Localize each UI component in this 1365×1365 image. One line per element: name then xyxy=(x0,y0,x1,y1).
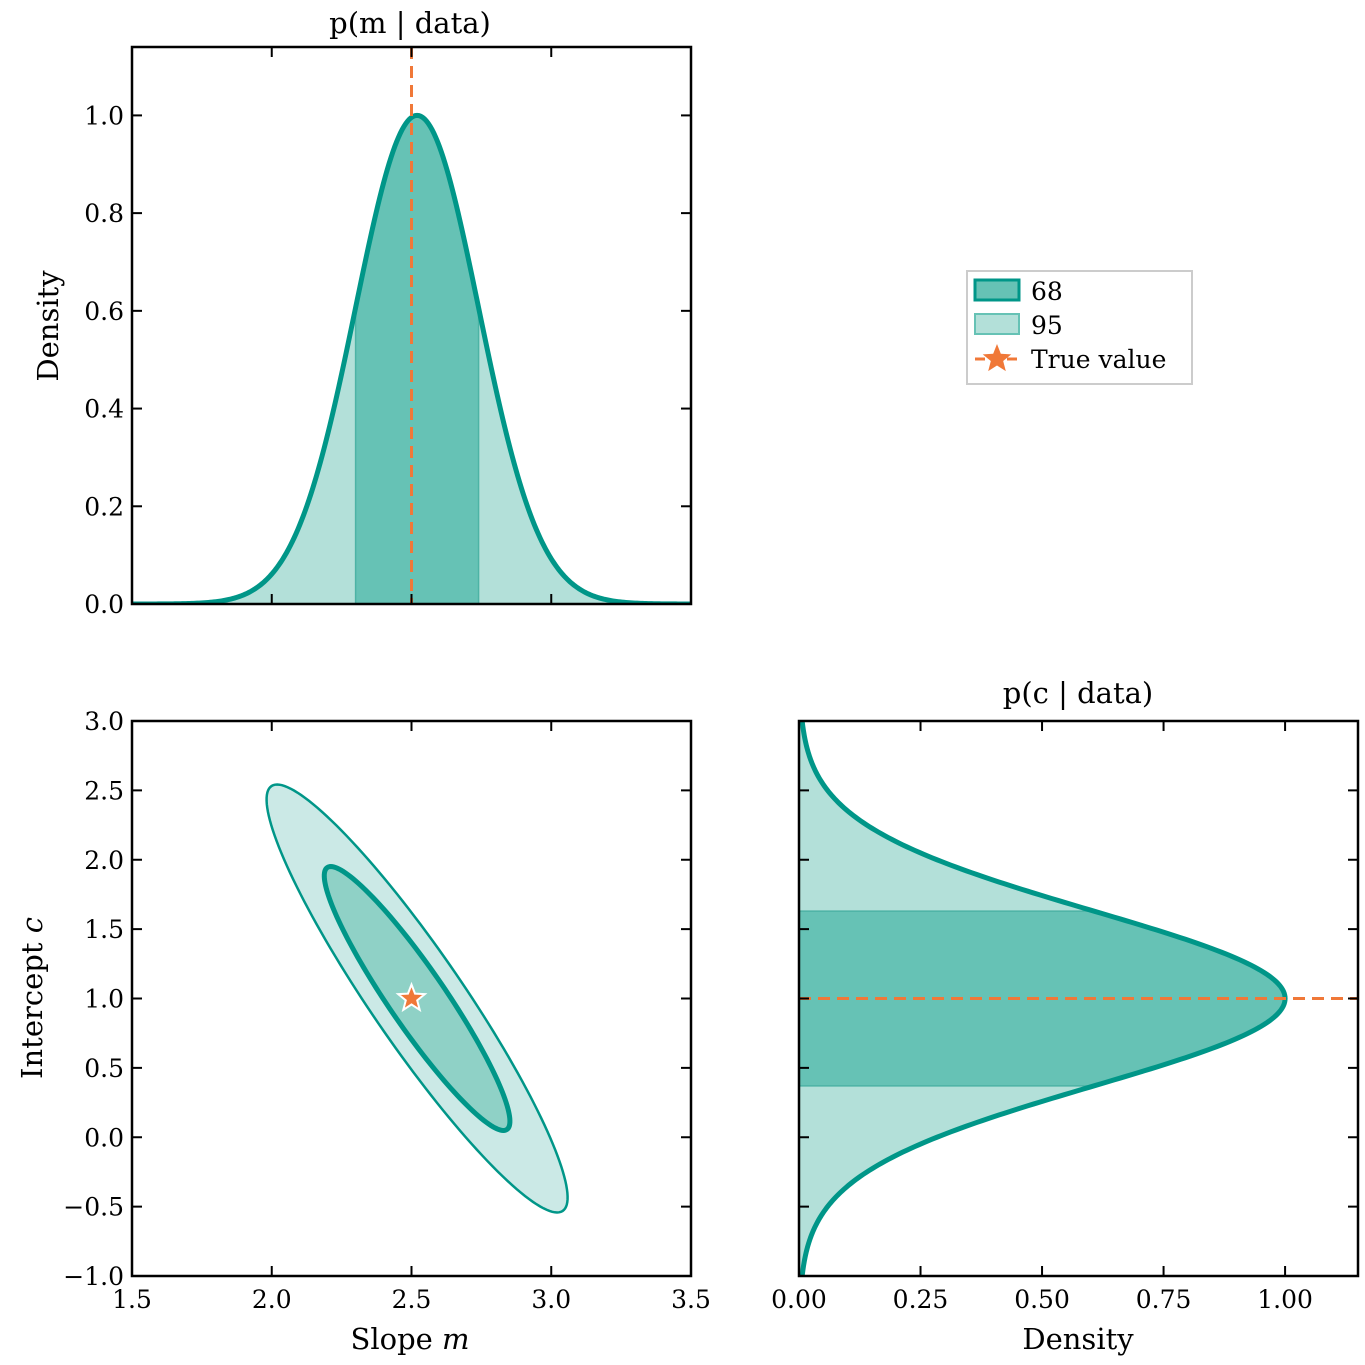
joint-y-tick-label: 2.0 xyxy=(84,846,124,875)
intercept-x-tick-label: 1.00 xyxy=(1257,1285,1313,1314)
slope-68-band xyxy=(354,114,480,604)
joint-y-tick-label: 1.0 xyxy=(84,985,124,1014)
joint-x-tick-label: 3.5 xyxy=(671,1285,711,1314)
intercept-x-tick-label: 0.50 xyxy=(1014,1285,1070,1314)
true-value-star xyxy=(395,981,428,1013)
slope-panel-ticks xyxy=(131,47,692,605)
legend: 68 95 True value xyxy=(966,270,1193,385)
joint-y-tick-label: −0.5 xyxy=(63,1193,124,1222)
joint-y-tick-label: 1.5 xyxy=(84,915,124,944)
joint-x-label-text: Slope xyxy=(350,1322,442,1356)
panel-intercept-marginal: 0.00 0.25 0.50 0.75 1.00 p(c | data) Density xyxy=(771,676,1360,1356)
slope-y-tick-label: 1.0 xyxy=(84,101,124,130)
intercept-x-tick-label: 0.25 xyxy=(893,1285,949,1314)
slope-panel-title: p(m | data) xyxy=(329,6,491,40)
intercept-68-band xyxy=(799,910,1286,1087)
joint-panel-x-label: Slope m xyxy=(350,1322,469,1356)
slope-y-tick-label: 0.2 xyxy=(84,492,124,521)
legend-label-true-value: True value xyxy=(1031,345,1166,374)
slope-y-tick-label: 0.0 xyxy=(84,590,124,619)
joint-y-tick-label: 0.0 xyxy=(84,1123,124,1152)
intercept-x-tick-label: 0.75 xyxy=(1136,1285,1192,1314)
slope-panel-y-label: Density xyxy=(31,270,65,382)
joint-x-tick-label: 2.5 xyxy=(392,1285,432,1314)
panel-joint-contours: 1.5 2.0 2.5 3.0 3.5 −1.0 −0.5 0.0 0.5 1.0 1.5 2.0 2… xyxy=(15,707,711,1356)
legend-swatch-95 xyxy=(974,313,1020,335)
joint-x-tick-label: 1.5 xyxy=(112,1285,152,1314)
intercept-panel-title: p(c | data) xyxy=(1003,676,1153,710)
intercept-panel-x-tick-labels: 0.00 0.25 0.50 0.75 1.00 xyxy=(771,1285,1313,1314)
intercept-x-tick-label: 0.00 xyxy=(771,1285,827,1314)
legend-label-68: 68 xyxy=(1031,277,1063,306)
joint-panel-x-tick-labels: 1.5 2.0 2.5 3.0 3.5 xyxy=(112,1285,711,1314)
legend-label-95: 95 xyxy=(1031,311,1063,340)
joint-panel-y-label: Intercept c xyxy=(15,917,49,1079)
joint-y-tick-label: 0.5 xyxy=(84,1054,124,1083)
legend-swatch-68 xyxy=(973,278,1021,302)
slope-density-curve xyxy=(132,112,691,604)
joint-panel-y-tick-labels: −1.0 −0.5 0.0 0.5 1.0 1.5 2.0 2.5 3.0 xyxy=(63,707,124,1291)
slope-panel-y-tick-labels: 0.0 0.2 0.4 0.6 0.8 1.0 xyxy=(84,101,124,619)
joint-y-tick-label: 2.5 xyxy=(84,776,124,805)
slope-y-tick-label: 0.8 xyxy=(84,199,124,228)
joint-x-tick-label: 2.0 xyxy=(252,1285,292,1314)
joint-panel-ticks xyxy=(131,720,692,1277)
joint-y-label-text: Intercept xyxy=(15,933,49,1079)
joint-y-label-symbol: c xyxy=(15,917,49,933)
intercept-panel-x-label: Density xyxy=(1022,1322,1134,1356)
joint-x-tick-label: 3.0 xyxy=(531,1285,571,1314)
intercept-panel-ticks xyxy=(798,720,1358,1277)
joint-y-tick-label: 3.0 xyxy=(84,707,124,736)
slope-y-tick-label: 0.4 xyxy=(84,395,124,424)
joint-y-tick-label: −1.0 xyxy=(63,1262,124,1291)
joint-x-label-symbol: m xyxy=(442,1322,470,1356)
panel-slope-marginal: 0.0 0.2 0.4 0.6 0.8 1.0 p(m | data) Density xyxy=(31,6,693,619)
legend-true-value-star xyxy=(982,344,1012,372)
slope-y-tick-label: 0.6 xyxy=(84,297,124,326)
